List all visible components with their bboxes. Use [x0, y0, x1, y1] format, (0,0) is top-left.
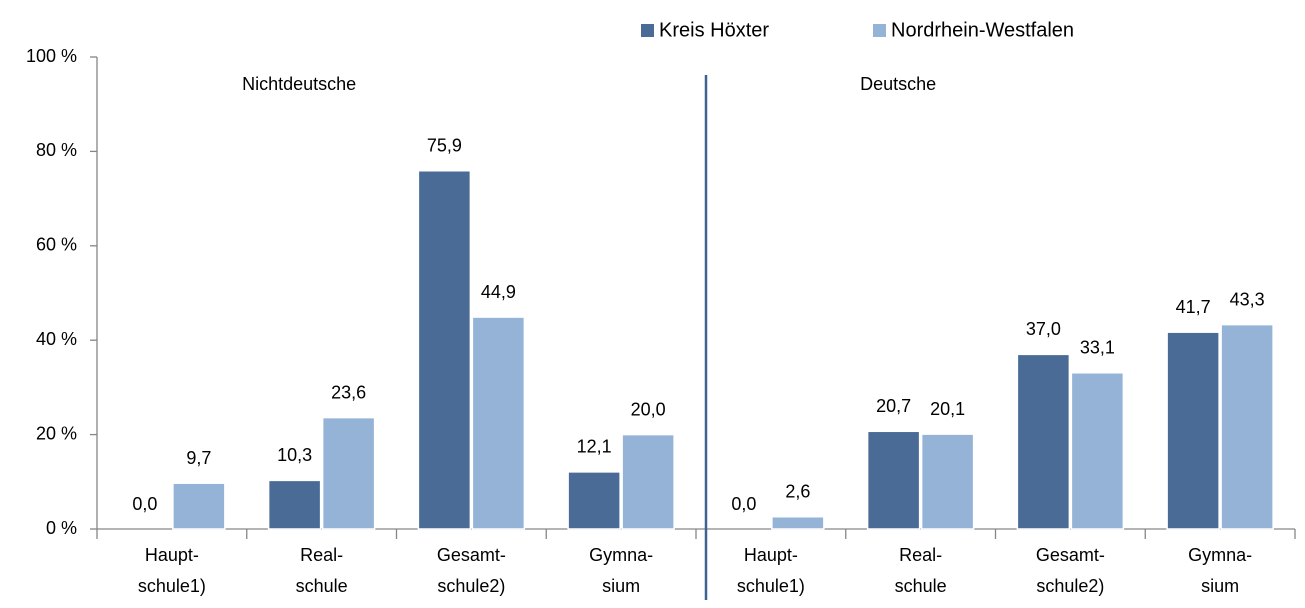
value-label: 43,3 — [1230, 289, 1265, 309]
x-tick-label: Haupt- — [145, 545, 199, 565]
x-tick-label: Haupt- — [744, 545, 798, 565]
x-tick-label: sium — [602, 576, 640, 596]
x-tick-label: Gesamt- — [1036, 545, 1105, 565]
x-tick-label: Gymna- — [1188, 545, 1252, 565]
bar — [471, 316, 526, 530]
value-label: 10,3 — [277, 445, 312, 465]
bar — [1070, 372, 1125, 530]
x-tick-label: sium — [1201, 576, 1239, 596]
value-label: 33,1 — [1080, 338, 1115, 358]
value-label: 37,0 — [1026, 319, 1061, 339]
x-tick-label: schule2) — [1036, 576, 1104, 596]
bar — [1220, 323, 1274, 530]
value-label: 0,0 — [731, 494, 756, 514]
value-label: 41,7 — [1176, 297, 1211, 317]
y-tick-label: 80 % — [36, 140, 77, 160]
y-tick-label: 20 % — [36, 423, 77, 443]
x-tick-label: schule1) — [138, 576, 206, 596]
x-tick-label: Gymna- — [589, 545, 653, 565]
value-label: 2,6 — [785, 481, 810, 501]
value-label: 12,1 — [577, 437, 612, 457]
legend-label: Nordrhein-Westfalen — [891, 19, 1074, 41]
x-tick-label: schule — [895, 576, 947, 596]
y-tick-label: 100 % — [26, 46, 77, 66]
y-tick-label: 40 % — [36, 329, 77, 349]
group-label: Nichtdeutsche — [242, 74, 356, 94]
value-label: 75,9 — [427, 136, 462, 156]
x-tick-label: Gesamt- — [437, 545, 506, 565]
value-label: 9,7 — [186, 448, 211, 468]
x-tick-label: Real- — [899, 545, 942, 565]
bar — [172, 482, 226, 530]
bar — [267, 479, 322, 530]
value-label: 23,6 — [331, 382, 366, 402]
value-label: 20,0 — [631, 399, 666, 419]
legend-swatch — [641, 24, 654, 37]
value-label: 44,9 — [481, 282, 516, 302]
bar — [771, 515, 825, 530]
legend-label: Kreis Höxter — [659, 19, 769, 41]
bar — [321, 416, 376, 530]
y-tick-label: 60 % — [36, 235, 77, 255]
x-tick-label: schule — [296, 576, 348, 596]
bar — [920, 433, 975, 530]
group-label: Deutsche — [860, 74, 936, 94]
x-tick-label: schule2) — [437, 576, 505, 596]
bar — [1016, 353, 1071, 530]
bar — [567, 471, 621, 530]
bar — [866, 430, 921, 530]
x-tick-label: Real- — [300, 545, 343, 565]
x-tick-label: schule1) — [737, 576, 805, 596]
value-label: 20,1 — [930, 399, 965, 419]
bar — [417, 170, 472, 530]
bar — [1166, 331, 1220, 530]
y-tick-label: 0 % — [46, 518, 77, 538]
value-label: 0,0 — [132, 494, 157, 514]
value-label: 20,7 — [876, 396, 911, 416]
legend-swatch — [873, 24, 886, 37]
bar — [621, 433, 675, 530]
